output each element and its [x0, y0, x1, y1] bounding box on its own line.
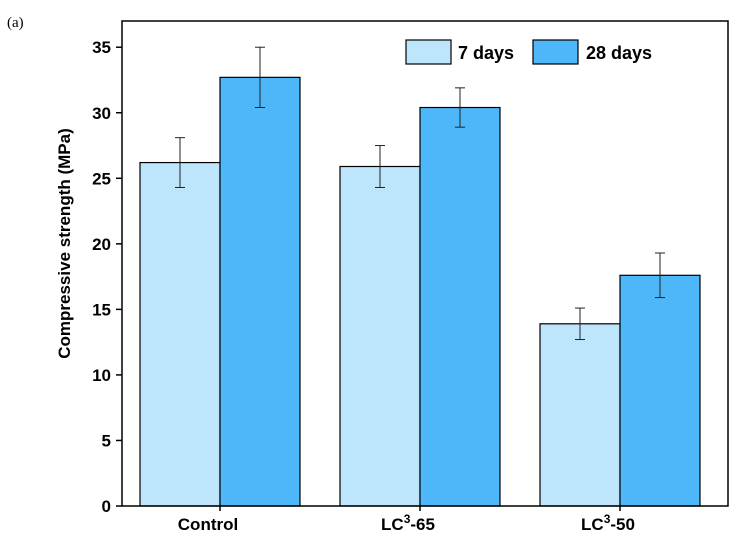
x-category-label-superscript: 3 [404, 512, 411, 526]
x-category-label-suffix: -50 [610, 515, 635, 534]
x-category-label: LC3-50 [581, 512, 635, 534]
y-tick-label: 35 [92, 38, 111, 57]
x-category-label: Control [178, 515, 238, 534]
legend-swatch [532, 39, 579, 65]
x-category-label-suffix: -65 [410, 515, 435, 534]
panel-label: (a) [7, 15, 24, 31]
x-category-label-base: LC [581, 515, 604, 534]
bars-layer [139, 76, 701, 507]
x-axis: Control LC3-65 LC3-50 [178, 506, 635, 534]
bar [139, 161, 221, 507]
y-tick-label: 20 [92, 235, 111, 254]
legend-swatch [405, 39, 452, 65]
y-tick-label: 15 [92, 300, 111, 319]
plot-frame [121, 20, 729, 507]
x-category-label-base: LC [381, 515, 404, 534]
bar [419, 106, 501, 507]
y-tick-label: 10 [92, 366, 111, 385]
x-category-label-base: Control [178, 515, 238, 534]
y-axis: 0 5 10 15 20 25 30 35 [92, 38, 122, 516]
y-axis-title: Compressive strength (MPa) [55, 128, 74, 359]
bar [539, 323, 621, 507]
x-category-label: LC3-65 [381, 512, 435, 534]
bar [219, 76, 301, 507]
y-tick-label: 5 [102, 431, 111, 450]
x-category-label-superscript: 3 [604, 512, 611, 526]
bar [339, 165, 421, 507]
y-tick-label: 30 [92, 104, 111, 123]
bar [619, 274, 701, 507]
legend: 7 days 28 days [405, 39, 652, 65]
y-tick-label: 0 [102, 497, 111, 516]
error-bars-layer [175, 46, 665, 341]
y-tick-label: 25 [92, 169, 111, 188]
legend-label: 28 days [586, 43, 652, 63]
legend-label: 7 days [458, 43, 514, 63]
